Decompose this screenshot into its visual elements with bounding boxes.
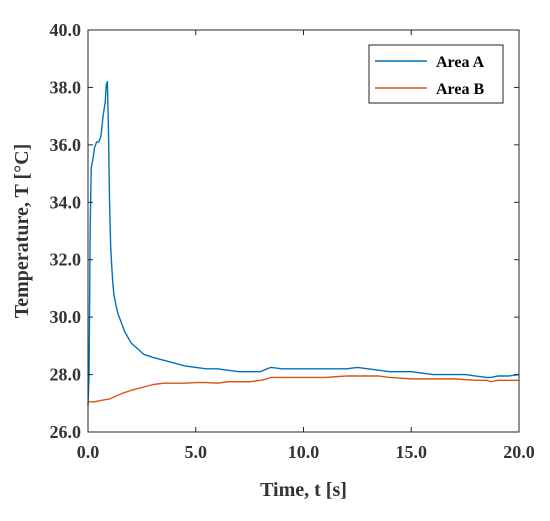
x-tick-label: 0.0 [77,442,100,462]
y-tick-label: 34.0 [50,192,82,212]
x-tick-label: 15.0 [396,442,428,462]
y-tick-label: 38.0 [50,77,82,97]
legend-label-area-b: Area B [436,81,484,98]
series-line-area-a [87,80,520,407]
series-line-area-b [88,375,519,403]
series-layer [87,80,520,407]
legend-box [368,44,504,104]
y-tick-label: 40.0 [50,20,82,40]
legend-label-area-a: Area A [436,54,485,71]
x-tick-label: 10.0 [288,442,320,462]
y-tick-label: 36.0 [50,135,82,155]
y-tick-label: 30.0 [50,307,82,327]
y-tick-label: 26.0 [50,422,82,442]
y-axis-label: Temperature, T [°C] [11,144,33,318]
tick-layer: 0.0 5.0 10.0 15.0 20.0 26.0 28.0 30.0 32.0 34.0 36… [50,20,535,462]
y-tick-label: 28.0 [50,365,82,385]
x-tick-label: 5.0 [185,442,208,462]
y-tick-label: 32.0 [50,250,82,270]
x-tick-label: 20.0 [503,442,535,462]
x-axis-label: Time, t [s] [260,479,347,501]
legend: Area A Area B [368,44,504,104]
